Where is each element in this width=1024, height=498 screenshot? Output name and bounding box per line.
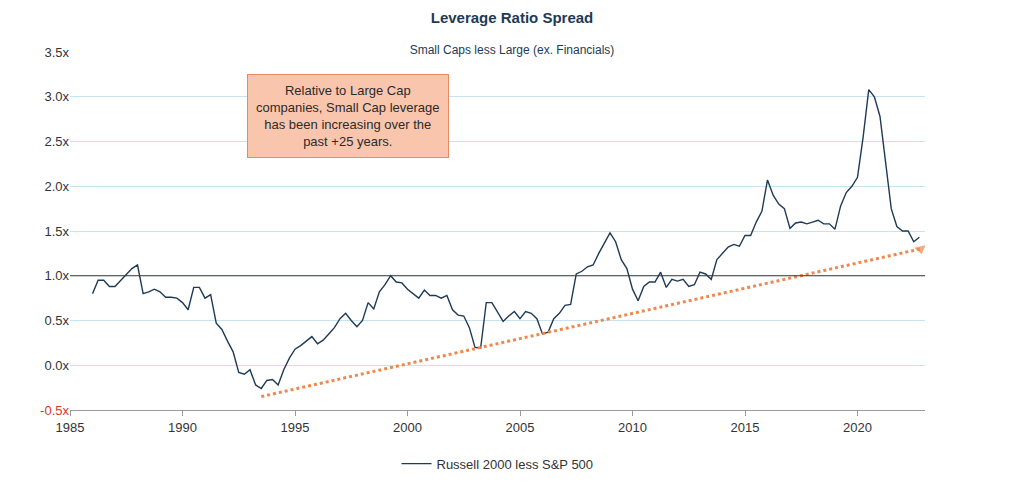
svg-text:Relative to Large Capcompanies: Relative to Large Capcompanies, Small Ca… [256,83,440,149]
svg-text:0.5x: 0.5x [44,313,69,328]
svg-text:1.0x: 1.0x [44,268,69,283]
svg-text:Russell 2000 less S&P 500: Russell 2000 less S&P 500 [437,457,594,472]
svg-text:2000: 2000 [393,420,422,435]
svg-text:1990: 1990 [168,420,197,435]
svg-text:2.0x: 2.0x [44,179,69,194]
svg-text:Leverage Ratio Spread: Leverage Ratio Spread [431,9,594,26]
svg-text:1985: 1985 [56,420,85,435]
svg-text:1.5x: 1.5x [44,224,69,239]
svg-text:3.5x: 3.5x [44,45,69,60]
svg-text:Small Caps less Large (ex. Fin: Small Caps less Large (ex. Financials) [410,43,615,57]
svg-text:0.0x: 0.0x [44,358,69,373]
svg-text:3.0x: 3.0x [44,89,69,104]
svg-text:1995: 1995 [281,420,310,435]
svg-text:2005: 2005 [506,420,535,435]
svg-text:2010: 2010 [618,420,647,435]
svg-text:-0.5x: -0.5x [40,403,69,418]
svg-text:2.5x: 2.5x [44,134,69,149]
svg-text:2015: 2015 [731,420,760,435]
svg-text:2020: 2020 [843,420,872,435]
